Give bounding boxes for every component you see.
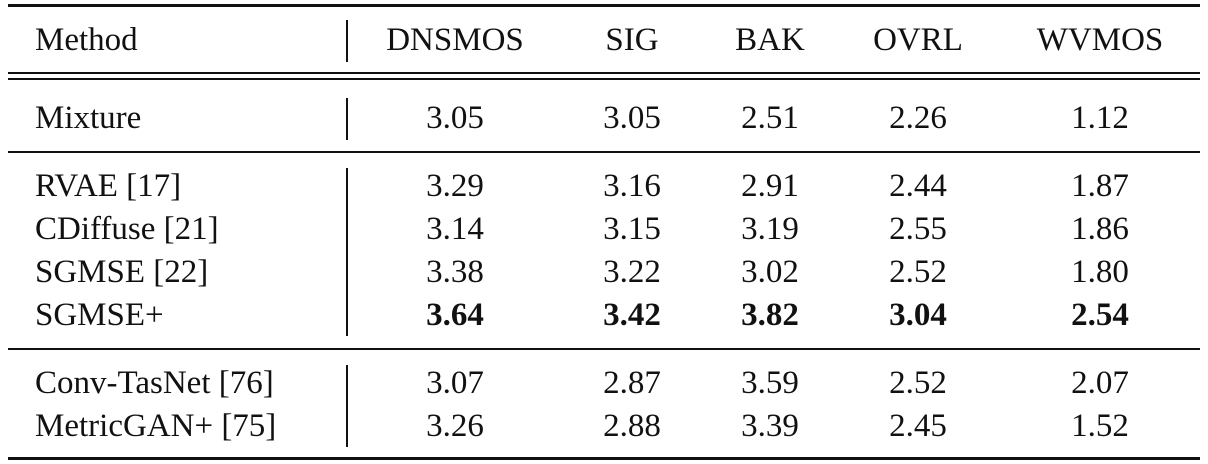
score-cell: 3.04 [889,297,947,333]
top-rule [8,4,1200,7]
column-divider [346,98,348,140]
header-cell: OVRL [873,22,963,58]
score-cell: 1.86 [1071,211,1129,247]
column-divider [346,168,348,336]
group-rule [8,348,1200,350]
score-cell: 2.55 [889,211,947,247]
score-cell: 3.15 [603,211,661,247]
header-rule [8,78,1200,80]
header-cell: BAK [735,22,805,58]
method-cell: Mixture [35,100,142,136]
score-cell: 2.45 [889,408,947,444]
score-cell: 3.29 [426,168,484,204]
score-cell: 2.52 [889,365,947,401]
score-cell: 1.80 [1071,254,1129,290]
header-cell: SIG [605,22,659,58]
score-cell: 2.88 [603,408,661,444]
header-cell: DNSMOS [386,22,524,58]
score-cell: 3.26 [426,408,484,444]
score-cell: 3.38 [426,254,484,290]
score-cell: 1.12 [1071,100,1129,136]
header-cell: WVMOS [1036,22,1164,58]
score-cell: 2.07 [1071,365,1129,401]
column-divider [346,20,348,62]
score-cell: 3.82 [741,297,799,333]
method-cell: SGMSE+ [35,297,164,333]
method-cell: RVAE [17] [35,168,182,204]
score-cell: 2.91 [741,168,799,204]
score-cell: 3.59 [741,365,799,401]
method-cell: MetricGAN+ [75] [35,408,277,444]
method-cell: CDiffuse [21] [35,211,219,247]
score-cell: 3.07 [426,365,484,401]
score-cell: 2.52 [889,254,947,290]
score-cell: 2.26 [889,100,947,136]
score-cell: 1.87 [1071,168,1129,204]
method-cell: SGMSE [22] [35,254,209,290]
score-cell: 3.05 [603,100,661,136]
score-cell: 1.52 [1071,408,1129,444]
score-cell: 3.22 [603,254,661,290]
bottom-rule [8,457,1200,460]
score-cell: 2.87 [603,365,661,401]
score-cell: 2.54 [1071,297,1129,333]
score-cell: 3.16 [603,168,661,204]
header-cell: Method [35,22,138,58]
score-cell: 3.64 [426,297,484,333]
score-cell: 3.14 [426,211,484,247]
score-cell: 2.51 [741,100,799,136]
score-cell: 3.19 [741,211,799,247]
score-cell: 3.05 [426,100,484,136]
score-cell: 2.44 [889,168,947,204]
score-cell: 3.02 [741,254,799,290]
score-cell: 3.42 [603,297,661,333]
score-cell: 3.39 [741,408,799,444]
column-divider [346,365,348,447]
group-rule [8,151,1200,153]
header-rule [8,72,1200,74]
method-cell: Conv-TasNet [76] [35,365,274,401]
